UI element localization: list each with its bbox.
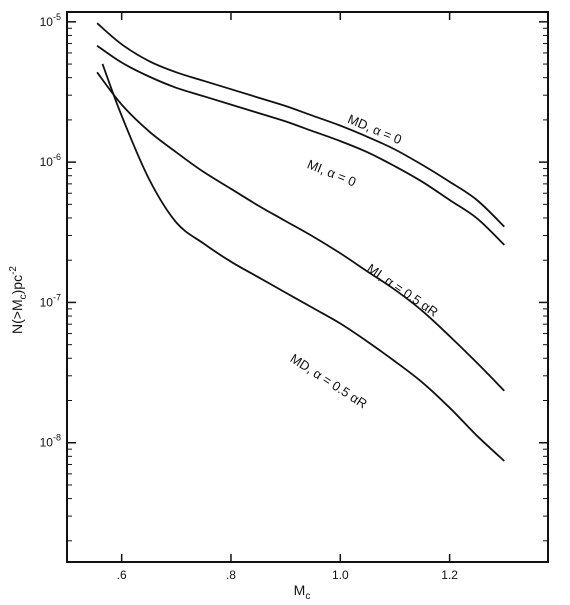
- curve-label-2: MI, α = 0.5 αR: [364, 261, 441, 320]
- y-tick-label: 10-6: [40, 152, 61, 169]
- x-tick-label: .8: [226, 568, 236, 582]
- x-tick-label: 1.2: [441, 568, 458, 582]
- curve-label-0: MD, α = 0: [346, 111, 404, 147]
- plot-frame: [66, 11, 549, 563]
- x-tick-label: 1.0: [332, 568, 349, 582]
- x-axis-title: Mc: [294, 582, 311, 602]
- series-line-0: [96, 22, 505, 228]
- x-tick-label: .6: [117, 568, 127, 582]
- curve-label-1: MI, α = 0: [305, 156, 358, 189]
- curve-label-3: MD, α = 0.5 αR: [288, 351, 370, 412]
- y-axis-ticks: 10-5 10-6 10-7 10-8: [40, 12, 548, 542]
- x-axis-ticks: .6 .8 1.0 1.2: [117, 12, 458, 582]
- series-line-1: [96, 44, 505, 246]
- curve-labels: MD, α = 0 MI, α = 0 MI, α = 0.5 αR MD, α = …: [288, 111, 441, 411]
- y-tick-label: 10-8: [40, 433, 61, 450]
- series-lines: [96, 22, 505, 462]
- y-axis-title: N(>Mc)pc-2: [8, 266, 29, 334]
- y-tick-label: 10-7: [40, 292, 61, 309]
- series-line-2: [96, 71, 505, 392]
- series-line-3: [101, 63, 505, 462]
- y-tick-label: 10-5: [40, 12, 61, 29]
